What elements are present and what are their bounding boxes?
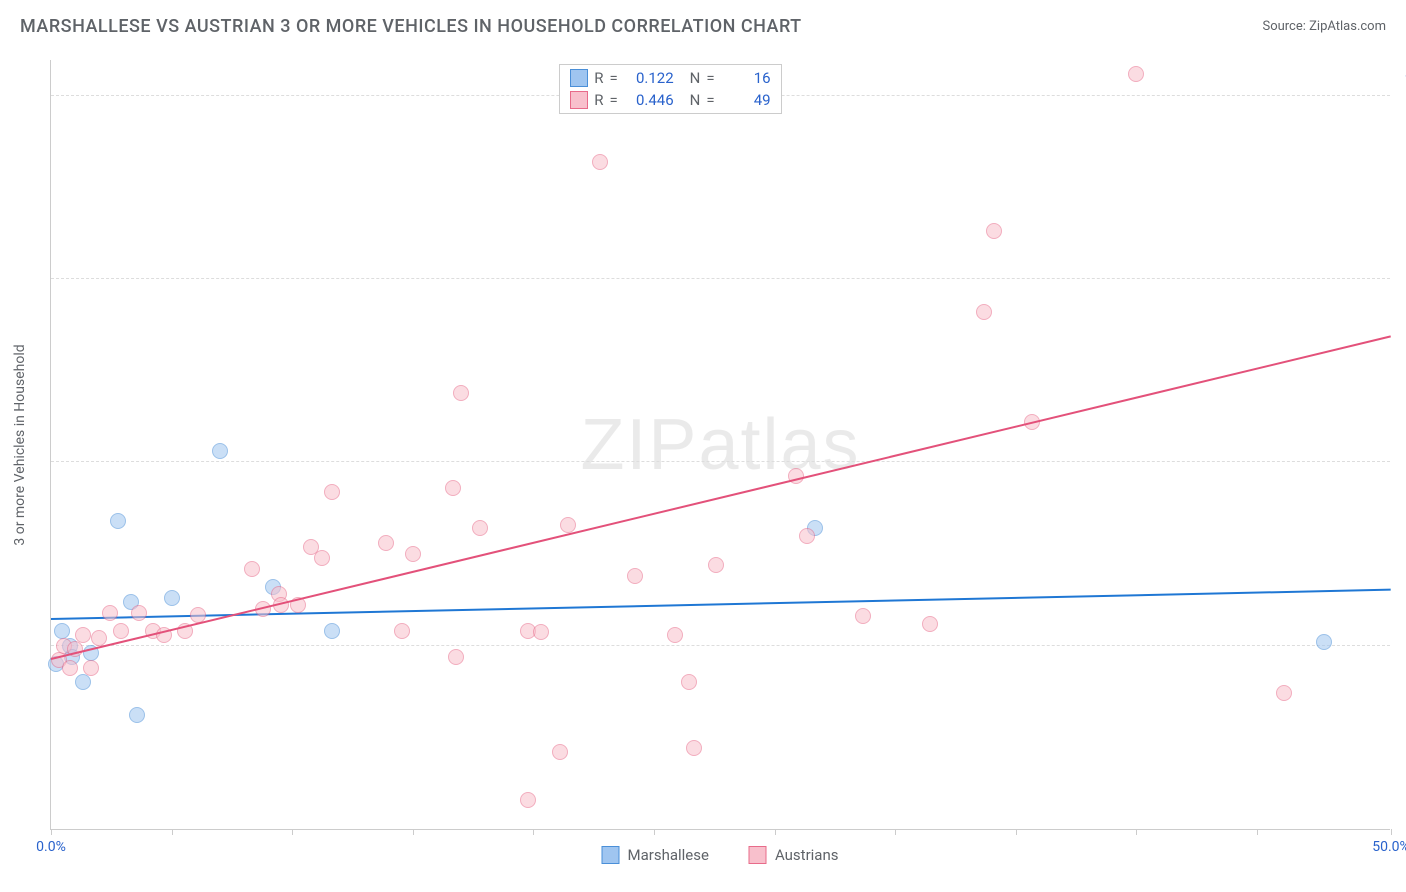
- scatter-point: [708, 557, 724, 573]
- x-tick-label: 0.0%: [36, 839, 66, 855]
- legend-label: Austrians: [775, 846, 839, 864]
- x-tick: [1016, 829, 1017, 835]
- scatter-point: [394, 623, 410, 639]
- stats-row: R=0.446N=49: [570, 89, 770, 111]
- scatter-point: [62, 660, 78, 676]
- scatter-point: [324, 484, 340, 500]
- x-tick: [1257, 829, 1258, 835]
- scatter-point: [922, 616, 938, 632]
- scatter-point: [113, 623, 129, 639]
- x-tick: [775, 829, 776, 835]
- chart-title: MARSHALLESE VS AUSTRIAN 3 OR MORE VEHICL…: [20, 16, 802, 37]
- scatter-point: [164, 590, 180, 606]
- scatter-point: [212, 443, 228, 459]
- scatter-point: [83, 660, 99, 676]
- chart-source: Source: ZipAtlas.com: [1262, 19, 1386, 34]
- scatter-point: [131, 605, 147, 621]
- trend-line: [51, 589, 1391, 620]
- scatter-point: [686, 740, 702, 756]
- scatter-point: [592, 154, 608, 170]
- scatter-point: [533, 624, 549, 640]
- chart-header: MARSHALLESE VS AUSTRIAN 3 OR MORE VEHICL…: [0, 0, 1406, 45]
- legend-swatch-icon: [749, 846, 767, 864]
- scatter-point: [453, 385, 469, 401]
- x-tick: [51, 829, 52, 835]
- x-tick: [533, 829, 534, 835]
- y-axis-label: 3 or more Vehicles in Household: [12, 344, 28, 545]
- scatter-point: [667, 627, 683, 643]
- scatter-point: [1316, 634, 1332, 650]
- scatter-point: [324, 623, 340, 639]
- gridline-h: [51, 278, 1390, 279]
- x-tick: [895, 829, 896, 835]
- x-tick: [292, 829, 293, 835]
- legend-item: Marshallese: [602, 846, 709, 864]
- scatter-point: [976, 304, 992, 320]
- scatter-point: [681, 674, 697, 690]
- scatter-point: [520, 792, 536, 808]
- x-tick: [1391, 829, 1392, 835]
- gridline-h: [51, 461, 1390, 462]
- legend-swatch-icon: [570, 91, 588, 109]
- gridline-h: [51, 645, 1390, 646]
- scatter-point: [405, 546, 421, 562]
- legend-swatch-icon: [570, 69, 588, 87]
- source-label: Source:: [1262, 19, 1309, 34]
- legend-item: Austrians: [749, 846, 839, 864]
- x-tick: [413, 829, 414, 835]
- stats-row: R=0.122N=16: [570, 67, 770, 89]
- x-tick: [1136, 829, 1137, 835]
- scatter-point: [799, 528, 815, 544]
- scatter-point: [560, 517, 576, 533]
- scatter-point: [102, 605, 118, 621]
- scatter-point: [1128, 66, 1144, 82]
- scatter-point: [314, 550, 330, 566]
- x-tick-label: 50.0%: [1372, 839, 1406, 855]
- scatter-point: [552, 744, 568, 760]
- scatter-point: [378, 535, 394, 551]
- x-tick: [654, 829, 655, 835]
- trend-line: [51, 336, 1391, 661]
- scatter-point: [986, 223, 1002, 239]
- scatter-point: [445, 480, 461, 496]
- scatter-point: [244, 561, 260, 577]
- chart-area: ZIPatlas 25.0%50.0%75.0%100.0%0.0%50.0% …: [50, 60, 1390, 830]
- scatter-point: [129, 707, 145, 723]
- scatter-point: [627, 568, 643, 584]
- source-value: ZipAtlas.com: [1309, 19, 1386, 34]
- scatter-point: [75, 627, 91, 643]
- scatter-point: [472, 520, 488, 536]
- scatter-point: [1276, 685, 1292, 701]
- scatter-point: [110, 513, 126, 529]
- scatter-point: [54, 623, 70, 639]
- plot-area: ZIPatlas 25.0%50.0%75.0%100.0%0.0%50.0%: [50, 60, 1390, 830]
- stats-legend-box: R=0.122N=16R=0.446N=49: [559, 64, 781, 114]
- series-legend: Marshallese Austrians: [602, 846, 839, 864]
- x-tick: [172, 829, 173, 835]
- scatter-point: [75, 674, 91, 690]
- scatter-point: [855, 608, 871, 624]
- legend-label: Marshallese: [628, 846, 709, 864]
- scatter-point: [448, 649, 464, 665]
- legend-swatch-icon: [602, 846, 620, 864]
